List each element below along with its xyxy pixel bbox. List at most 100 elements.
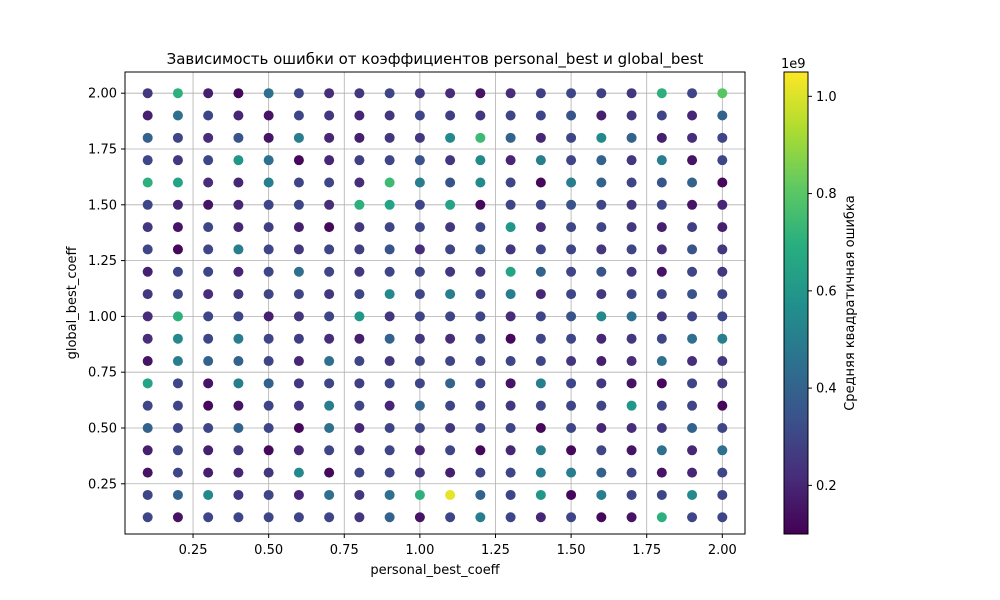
scatter-point xyxy=(505,177,516,188)
scatter-point xyxy=(475,467,486,478)
scatter-point xyxy=(203,356,214,367)
scatter-point xyxy=(263,88,274,99)
y-tick-label: 0.75 xyxy=(88,366,117,381)
scatter-point xyxy=(445,266,456,277)
scatter-point xyxy=(505,244,516,255)
scatter-point xyxy=(293,422,304,433)
scatter-point xyxy=(384,422,395,433)
x-axis-ticks: 0.25 0.50 0.75 1.00 1.25 1.50 1.75 2.00 xyxy=(179,534,737,558)
scatter-point xyxy=(142,512,153,523)
scatter-point xyxy=(475,177,486,188)
scatter-point xyxy=(596,400,607,411)
scatter-point xyxy=(535,356,546,367)
scatter-point xyxy=(475,311,486,322)
scatter-point xyxy=(505,132,516,143)
y-tick-label: 1.75 xyxy=(88,143,117,158)
scatter-point xyxy=(445,445,456,456)
scatter-point xyxy=(354,110,365,121)
scatter-point xyxy=(142,199,153,210)
scatter-point xyxy=(626,110,637,121)
x-tick-label: 0.50 xyxy=(254,543,283,558)
scatter-point xyxy=(656,132,667,143)
scatter-point xyxy=(596,155,607,166)
scatter-point xyxy=(656,88,667,99)
scatter-point xyxy=(172,110,183,121)
scatter-point xyxy=(656,512,667,523)
scatter-point xyxy=(535,400,546,411)
scatter-point xyxy=(596,489,607,500)
scatter-point xyxy=(142,244,153,255)
scatter-point xyxy=(414,266,425,277)
scatter-point xyxy=(233,199,244,210)
scatter-point xyxy=(626,177,637,188)
scatter-point xyxy=(203,378,214,389)
scatter-point xyxy=(354,199,365,210)
scatter-point xyxy=(445,400,456,411)
scatter-point xyxy=(293,378,304,389)
x-tick-label: 0.25 xyxy=(179,543,208,558)
scatter-point xyxy=(414,289,425,300)
x-tick-label: 1.00 xyxy=(405,543,434,558)
scatter-point xyxy=(566,155,577,166)
scatter-point xyxy=(596,222,607,233)
scatter-point xyxy=(445,333,456,344)
scatter-point xyxy=(354,400,365,411)
scatter-point xyxy=(142,356,153,367)
scatter-point xyxy=(475,110,486,121)
scatter-point xyxy=(626,222,637,233)
scatter-point xyxy=(263,512,274,523)
scatter-point xyxy=(445,467,456,478)
scatter-point xyxy=(414,467,425,478)
scatter-point xyxy=(445,422,456,433)
scatter-point xyxy=(324,266,335,277)
scatter-point xyxy=(687,110,698,121)
scatter-point xyxy=(566,378,577,389)
scatter-point xyxy=(414,177,425,188)
scatter-point xyxy=(293,512,304,523)
scatter-point xyxy=(445,222,456,233)
scatter-point xyxy=(566,467,577,478)
scatter-point xyxy=(656,422,667,433)
scatter-point xyxy=(233,132,244,143)
scatter-point xyxy=(656,244,667,255)
scatter-point xyxy=(172,132,183,143)
scatter-point xyxy=(566,422,577,433)
scatter-point xyxy=(293,489,304,500)
scatter-point xyxy=(384,222,395,233)
scatter-point xyxy=(354,222,365,233)
scatter-point xyxy=(414,222,425,233)
scatter-point xyxy=(687,400,698,411)
scatter-point xyxy=(505,311,516,322)
scatter-point xyxy=(626,333,637,344)
scatter-point xyxy=(354,512,365,523)
scatter-point xyxy=(142,289,153,300)
scatter-point xyxy=(414,132,425,143)
scatter-point xyxy=(324,422,335,433)
scatter-point xyxy=(293,356,304,367)
x-axis-label: personal_best_coeff xyxy=(370,563,500,578)
scatter-point xyxy=(354,356,365,367)
scatter-point xyxy=(505,199,516,210)
scatter-point xyxy=(203,400,214,411)
scatter-point xyxy=(656,356,667,367)
scatter-point xyxy=(445,199,456,210)
scatter-point xyxy=(596,266,607,277)
scatter-point xyxy=(717,356,728,367)
scatter-point xyxy=(535,132,546,143)
scatter-point xyxy=(687,467,698,478)
scatter-point xyxy=(687,132,698,143)
scatter-point xyxy=(354,445,365,456)
scatter-point xyxy=(414,422,425,433)
scatter-point xyxy=(384,132,395,143)
scatter-point xyxy=(384,266,395,277)
scatter-point xyxy=(566,489,577,500)
scatter-point xyxy=(142,311,153,322)
scatter-point xyxy=(263,177,274,188)
scatter-point xyxy=(687,356,698,367)
scatter-point xyxy=(687,266,698,277)
scatter-point xyxy=(354,244,365,255)
scatter-point xyxy=(656,489,667,500)
y-tick-label: 0.50 xyxy=(88,421,117,436)
scatter-point xyxy=(324,289,335,300)
scatter-point xyxy=(324,356,335,367)
